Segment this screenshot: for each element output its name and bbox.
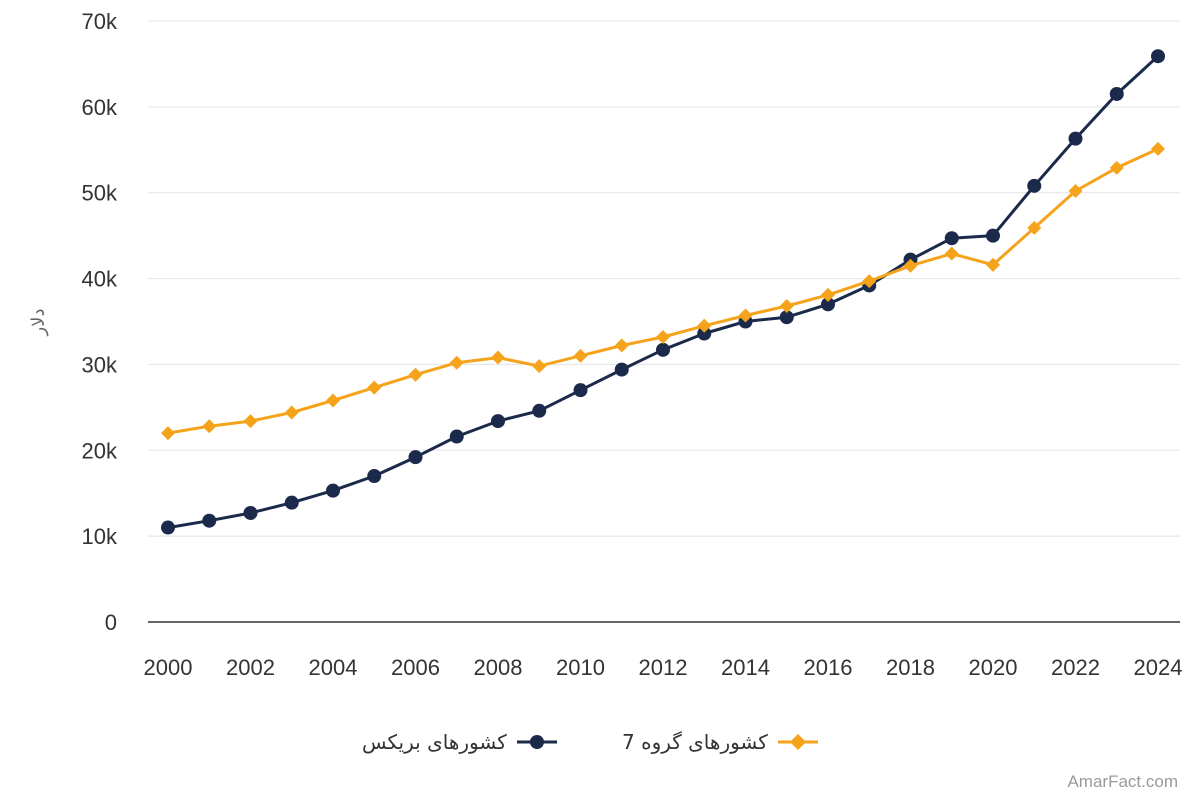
data-point[interactable] <box>243 414 258 429</box>
data-point[interactable] <box>491 350 505 365</box>
data-point[interactable] <box>821 287 835 302</box>
data-point[interactable] <box>1151 49 1165 64</box>
data-point[interactable] <box>243 505 258 520</box>
y-tick-label: 10k <box>82 524 118 549</box>
data-point[interactable] <box>986 228 1000 243</box>
x-tick-label: 2004 <box>309 655 358 680</box>
legend-label-brics: کشورهای بریکس <box>362 730 507 754</box>
x-tick-label: 2000 <box>144 655 193 680</box>
data-point[interactable] <box>573 348 588 363</box>
x-axis: 2000 2002 2004 2006 2008 2010 2012 2014 2016 2018… <box>144 655 1183 680</box>
x-tick-label: 2020 <box>969 655 1018 680</box>
x-tick-label: 2018 <box>886 655 935 680</box>
data-point[interactable] <box>779 310 794 325</box>
data-point[interactable] <box>779 299 794 314</box>
data-point[interactable] <box>986 257 1000 272</box>
data-point[interactable] <box>408 450 423 465</box>
x-tick-label: 2010 <box>556 655 605 680</box>
x-tick-label: 2016 <box>804 655 853 680</box>
y-tick-label: 20k <box>82 438 118 463</box>
x-tick-label: 2022 <box>1051 655 1100 680</box>
series-1 <box>161 141 1165 441</box>
legend-item-brics[interactable]: کشورهای بریکس <box>362 724 557 760</box>
data-point[interactable] <box>491 414 505 429</box>
x-tick-label: 2024 <box>1134 655 1183 680</box>
data-point[interactable] <box>161 520 175 535</box>
legend-item-g7[interactable]: کشورهای گروه 7 <box>622 724 818 760</box>
data-point[interactable] <box>1027 178 1042 193</box>
data-point[interactable] <box>573 383 588 398</box>
data-point[interactable] <box>656 342 670 357</box>
y-tick-label: 70k <box>82 9 118 34</box>
data-point[interactable] <box>532 359 547 374</box>
y-tick-label: 60k <box>82 95 118 120</box>
data-point[interactable] <box>821 297 835 312</box>
y-axis: 0 10k 20k 30k 40k 50k 60k 70k <box>82 9 118 635</box>
y-tick-label: 30k <box>82 352 118 377</box>
grid-lines <box>148 20 1180 623</box>
y-tick-label: 50k <box>82 181 118 206</box>
data-point[interactable] <box>1068 131 1083 146</box>
series-group <box>161 49 1165 535</box>
data-point[interactable] <box>367 380 382 395</box>
x-tick-label: 2012 <box>639 655 688 680</box>
data-point[interactable] <box>697 318 712 333</box>
data-point[interactable] <box>284 405 299 420</box>
x-tick-label: 2008 <box>474 655 523 680</box>
data-point[interactable] <box>284 495 299 510</box>
data-point[interactable] <box>532 403 547 418</box>
data-point[interactable] <box>862 274 877 289</box>
data-point[interactable] <box>1151 141 1165 156</box>
data-point[interactable] <box>944 231 959 246</box>
data-point[interactable] <box>326 393 340 408</box>
data-point[interactable] <box>367 469 382 484</box>
watermark: AmarFact.com <box>1067 772 1178 791</box>
data-point[interactable] <box>449 429 464 444</box>
data-point[interactable] <box>944 246 959 261</box>
series-0 <box>161 49 1165 535</box>
data-point[interactable] <box>449 355 464 370</box>
data-point[interactable] <box>1109 160 1124 175</box>
data-point[interactable] <box>202 419 217 434</box>
x-tick-label: 2002 <box>226 655 275 680</box>
x-tick-label: 2006 <box>391 655 440 680</box>
legend: کشورهای بریکس کشورهای گروه 7 <box>0 724 1200 760</box>
data-point[interactable] <box>202 513 217 528</box>
data-point[interactable] <box>738 308 753 323</box>
data-point[interactable] <box>1109 86 1124 101</box>
legend-marker-diamond-icon <box>777 734 818 750</box>
legend-marker-circle-icon <box>516 735 557 749</box>
y-axis-label: دلار <box>28 309 49 337</box>
y-tick-label: 0 <box>105 610 117 635</box>
data-point[interactable] <box>1027 220 1042 235</box>
data-point[interactable] <box>656 329 670 344</box>
data-point[interactable] <box>903 258 918 273</box>
data-point[interactable] <box>1068 183 1083 198</box>
y-tick-label: 40k <box>82 267 118 292</box>
series-line <box>167 147 1159 435</box>
data-point[interactable] <box>408 367 423 382</box>
data-point[interactable] <box>697 326 712 341</box>
x-tick-label: 2014 <box>721 655 770 680</box>
series-line <box>167 55 1160 530</box>
data-point[interactable] <box>326 483 340 498</box>
legend-label-g7: کشورهای گروه 7 <box>622 730 768 754</box>
data-point[interactable] <box>161 426 175 441</box>
data-point[interactable] <box>614 338 629 353</box>
data-point[interactable] <box>614 362 629 377</box>
